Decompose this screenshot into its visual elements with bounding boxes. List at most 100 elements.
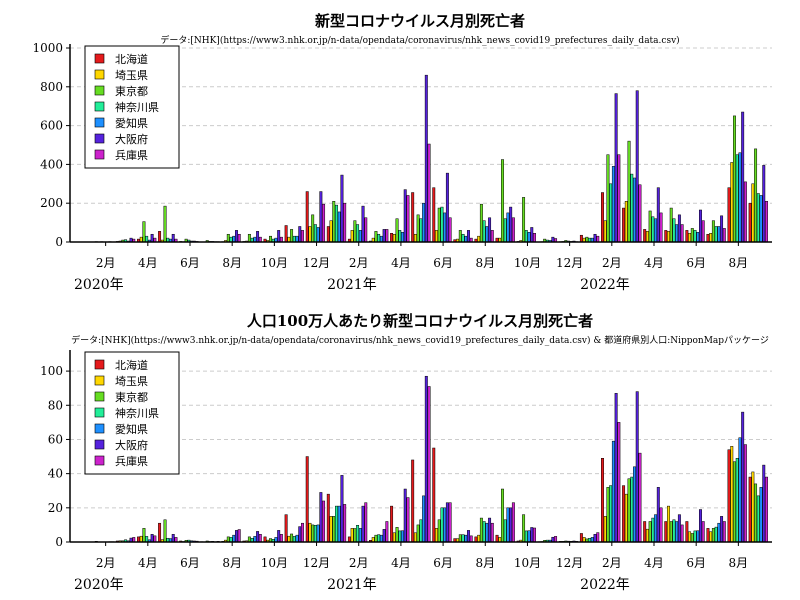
bar-愛知県-12: [316, 227, 320, 243]
bar-大阪府-4: [150, 534, 154, 543]
bar-北海道-18: [432, 447, 436, 543]
bar-愛知県-15: [379, 235, 383, 243]
bar-大阪府-29: [677, 514, 681, 543]
bar-神奈川県-14: [356, 525, 360, 543]
bar-大阪府-20: [488, 517, 492, 543]
bar-東京都-14: [353, 528, 357, 543]
bar-神奈川県-16: [398, 530, 402, 543]
bar-北海道-29: [664, 230, 668, 243]
bar-埼玉県-28: [645, 528, 649, 543]
bar-埼玉県-31: [709, 531, 713, 543]
bar-東京都-28: [648, 210, 652, 243]
bar-大阪府-9: [256, 231, 260, 243]
x-tick-label: 4月: [644, 256, 664, 270]
bar-兵庫県-20: [490, 522, 494, 543]
bar-兵庫県-18: [448, 217, 452, 243]
bar-兵庫県-30: [701, 521, 705, 543]
legend-swatch: [94, 133, 105, 144]
bar-兵庫県-14: [364, 502, 368, 543]
bar-愛知県-28: [654, 218, 658, 243]
bar-兵庫県-8: [237, 529, 241, 543]
bar-愛知県-14: [358, 528, 362, 543]
bar-兵庫県-25: [596, 532, 600, 543]
x-tick-label: 12月: [303, 256, 330, 270]
bar-東京都-27: [627, 478, 631, 543]
bar-東京都-21: [501, 159, 504, 243]
bar-愛知県-22: [527, 530, 531, 543]
y-tick-label: 40: [48, 467, 63, 481]
chart-subtitle: データ:[NHK](https://www3.nhk.or.jp/n-data/…: [71, 334, 769, 346]
bar-兵庫県-13: [343, 202, 347, 243]
bar-東京都-11: [290, 229, 294, 243]
bar-東京都-9: [247, 233, 251, 243]
bar-神奈川県-19: [461, 233, 465, 243]
bar-埼玉県-26: [603, 220, 607, 243]
bar-兵庫県-28: [659, 212, 663, 243]
bar-神奈川県-29: [672, 218, 676, 243]
bar-愛知県-19: [464, 235, 468, 243]
year-label: 2020年: [74, 577, 124, 593]
legend-swatch: [94, 117, 105, 128]
bar-東京都-4: [142, 528, 146, 543]
bar-神奈川県-13: [335, 505, 338, 543]
bar-東京都-8: [226, 233, 230, 243]
year-label: 2022年: [580, 277, 630, 293]
year-label: 2021年: [327, 577, 377, 593]
bar-神奈川県-18: [440, 507, 444, 543]
bar-大阪府-5: [171, 534, 175, 543]
chart-title: 人口100万人あたり新型コロナウイルス月別死亡者: [247, 312, 593, 330]
bar-大阪府-11: [298, 226, 302, 243]
x-tick-label: 6月: [180, 256, 200, 270]
legend-swatch: [94, 455, 105, 466]
bar-大阪府-27: [635, 391, 639, 543]
bar-東京都-11: [290, 533, 294, 543]
bar-東京都-18: [437, 519, 441, 543]
bar-北海道-18: [432, 187, 436, 243]
bar-北海道-17: [411, 459, 415, 543]
bar-兵庫県-22: [533, 233, 536, 243]
bar-北海道-4: [137, 536, 140, 543]
bar-愛知県-31: [717, 226, 721, 243]
bar-東京都-30: [690, 533, 694, 543]
x-tick-label: 6月: [686, 256, 706, 270]
bar-愛知県-27: [633, 466, 636, 543]
bar-北海道-31: [706, 233, 710, 243]
x-tick-label: 8月: [475, 256, 495, 270]
legend-label: 埼玉県: [115, 68, 148, 82]
bar-北海道-26: [601, 458, 604, 543]
bar-大阪府-29: [677, 214, 681, 243]
bar-大阪府-26: [614, 93, 618, 243]
bar-大阪府-13: [340, 475, 344, 543]
bar-大阪府-8: [235, 530, 238, 543]
bar-大阪府-9: [256, 531, 260, 543]
bar-愛知県-12: [316, 524, 320, 543]
bar-神奈川県-16: [398, 230, 402, 243]
bar-埼玉県-27: [624, 201, 628, 243]
bar-兵庫県-20: [490, 230, 494, 243]
bar-兵庫県-25: [596, 235, 600, 243]
bar-東京都-15: [374, 534, 378, 543]
legend-label: 神奈川県: [115, 406, 159, 420]
bar-神奈川県-11: [292, 536, 296, 543]
bar-大阪府-21: [509, 206, 513, 243]
bar-兵庫県-18: [448, 502, 452, 543]
bar-東京都-9: [247, 536, 251, 543]
bar-大阪府-15: [382, 229, 386, 243]
y-tick-label: 100: [40, 364, 63, 378]
bar-兵庫県-29: [680, 224, 684, 243]
x-tick-label: 12月: [556, 556, 583, 570]
bar-神奈川県-22: [524, 230, 528, 243]
x-tick-label: 2月: [96, 556, 116, 570]
legend-swatch: [94, 391, 105, 402]
bar-大阪府-33: [762, 464, 766, 543]
bar-東京都-32: [733, 115, 736, 243]
bar-北海道-20: [474, 536, 478, 543]
x-tick-label: 8月: [729, 256, 749, 270]
bar-愛知県-29: [675, 224, 679, 243]
bar-北海道-30: [685, 230, 689, 243]
bar-東京都-32: [733, 461, 736, 543]
bar-兵庫県-13: [343, 504, 347, 543]
x-tick-label: 2月: [349, 556, 369, 570]
x-tick-label: 10月: [514, 256, 541, 270]
